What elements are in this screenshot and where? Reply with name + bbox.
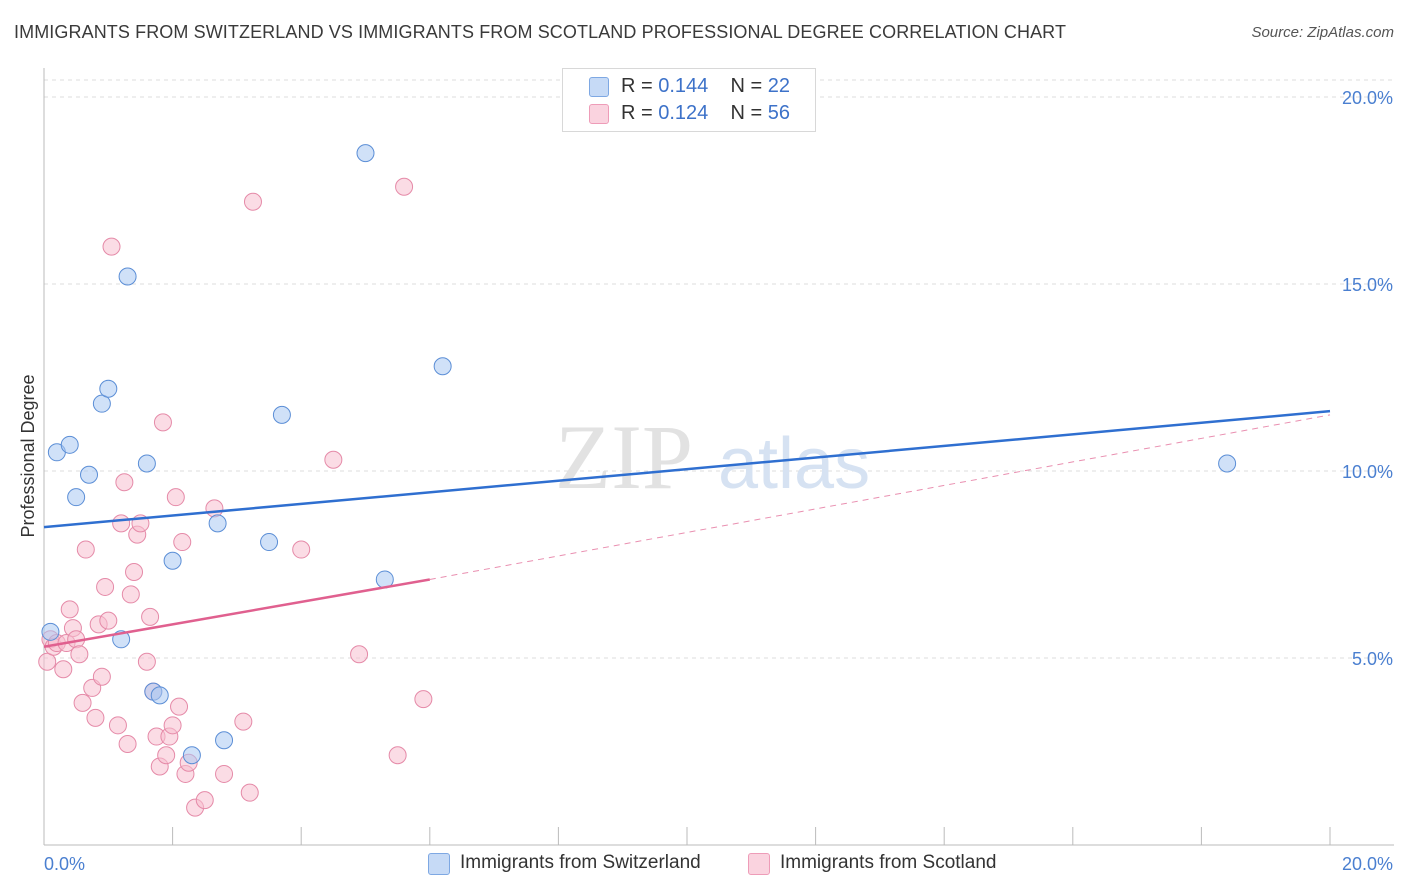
point-switzerland [260, 533, 279, 552]
y-tick-label: 15.0% [1342, 275, 1393, 295]
r-value: 0.124 [658, 102, 709, 124]
watermark-zip: ZIP [555, 406, 693, 508]
point-switzerland [41, 622, 60, 641]
point-switzerland [60, 435, 79, 454]
point-scotland [157, 746, 176, 765]
point-scotland [163, 716, 182, 735]
point-scotland [99, 611, 118, 630]
point-switzerland [1218, 454, 1237, 473]
point-switzerland [118, 267, 137, 286]
tick-labels: 5.0% 10.0% 15.0% 20.0% 0.0% 20.0% [44, 88, 1393, 874]
point-switzerland [150, 686, 169, 705]
point-scotland [38, 652, 57, 671]
point-switzerland [163, 551, 182, 570]
series-legend: Immigrants from Switzerland Immigrants f… [0, 852, 1406, 878]
point-scotland [108, 716, 127, 735]
point-scotland [170, 697, 189, 716]
point-scotland [166, 488, 185, 507]
point-switzerland [92, 394, 111, 413]
legend-label-scotland: Immigrants from Scotland [780, 852, 997, 873]
point-scotland [243, 192, 262, 211]
point-switzerland [356, 144, 375, 163]
point-scotland [324, 450, 343, 469]
stats-legend: R = 0.144 N = 22 R = 0.124 N = 56 [562, 68, 816, 132]
point-scotland [137, 652, 156, 671]
y-tick-label: 20.0% [1342, 88, 1393, 108]
point-scotland [395, 177, 414, 196]
point-switzerland [215, 731, 234, 750]
axes [43, 68, 1394, 846]
point-scotland [414, 690, 433, 709]
trend-line-scotland [43, 578, 431, 649]
point-scotland [240, 783, 259, 802]
legend-label-switzerland: Immigrants from Switzerland [460, 852, 701, 873]
legend-swatch-scotland [748, 853, 770, 875]
n-value: 22 [767, 75, 791, 97]
point-scotland [92, 667, 111, 686]
n-label: N = [730, 75, 763, 97]
y-tick-label: 5.0% [1352, 649, 1393, 669]
point-switzerland [67, 488, 86, 507]
point-scotland [73, 693, 92, 712]
trend-line-switzerland [43, 409, 1331, 529]
source-label: Source: ZipAtlas.com [1251, 24, 1394, 41]
y-axis-label: Professional Degree [18, 374, 38, 537]
point-scotland [350, 645, 369, 664]
r-label: R = [621, 75, 653, 97]
point-switzerland [99, 379, 118, 398]
x-tick-label: 20.0% [1342, 854, 1393, 874]
data-points [38, 144, 1237, 817]
point-scotland [54, 660, 73, 679]
trend-line-extension-scotland [429, 414, 1331, 580]
point-scotland [292, 540, 311, 559]
point-scotland [141, 607, 160, 626]
legend-swatch-scotland [589, 104, 609, 124]
r-label: R = [621, 102, 653, 124]
point-switzerland [433, 357, 452, 376]
point-switzerland [80, 465, 99, 484]
grid-lines [44, 79, 1394, 659]
point-switzerland [182, 746, 201, 765]
trend-lines [43, 409, 1331, 649]
y-tick-label: 10.0% [1342, 462, 1393, 482]
point-scotland [115, 473, 134, 492]
legend-swatch-switzerland [428, 853, 450, 875]
point-scotland [388, 746, 407, 765]
n-label: N = [730, 102, 763, 124]
r-value: 0.144 [658, 75, 709, 97]
point-scotland [173, 533, 192, 552]
point-scotland [86, 708, 105, 727]
point-scotland [112, 514, 131, 533]
point-switzerland [137, 454, 156, 473]
point-scotland [96, 577, 115, 596]
point-scotland [234, 712, 253, 731]
point-scotland [121, 585, 140, 604]
chart-title: IMMIGRANTS FROM SWITZERLAND VS IMMIGRANT… [14, 22, 1067, 42]
legend-swatch-switzerland [589, 77, 609, 97]
point-scotland [153, 413, 172, 432]
point-scotland [125, 562, 144, 581]
point-scotland [102, 237, 121, 256]
x-tick-label: 0.0% [44, 854, 85, 874]
point-scotland [76, 540, 95, 559]
point-scotland [118, 735, 137, 754]
point-scotland [60, 600, 79, 619]
point-switzerland [208, 514, 227, 533]
point-scotland [70, 645, 89, 664]
point-switzerland [272, 405, 291, 424]
point-scotland [215, 764, 234, 783]
point-scotland [195, 791, 214, 810]
n-value: 56 [767, 102, 791, 124]
point-scotland [205, 499, 224, 518]
